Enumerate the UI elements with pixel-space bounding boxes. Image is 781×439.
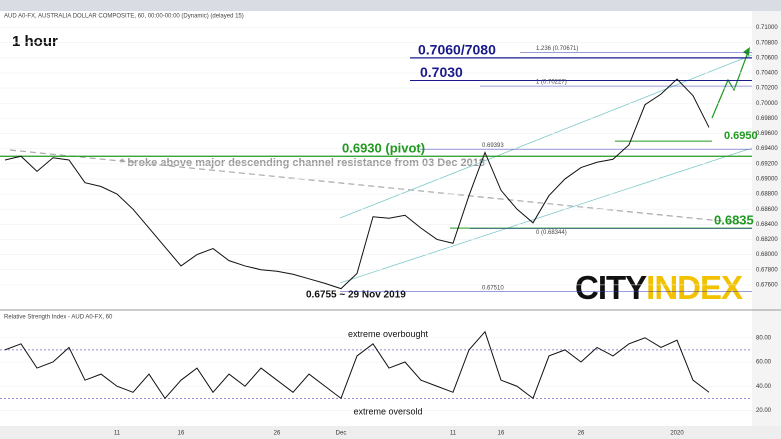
level-label: 0.6835 xyxy=(714,213,754,228)
y-tick-label: 0.69200 xyxy=(756,161,778,167)
toolbar xyxy=(0,0,781,11)
y-tick-label: 0.70200 xyxy=(756,86,778,92)
series-line xyxy=(4,78,710,290)
fib-label: 1.236 (0.70671) xyxy=(536,46,578,52)
arrow-head xyxy=(743,47,750,56)
fib-label: 0 (0.68344) xyxy=(536,230,567,236)
note-text: * broke above major descending channel r… xyxy=(120,157,485,169)
x-tick-label: 11 xyxy=(114,431,121,437)
level-label: 0.6950 xyxy=(724,130,758,142)
note: * broke above major descending channel r… xyxy=(120,157,485,169)
band-label: extreme oversold xyxy=(353,407,422,417)
x-tick-label: 16 xyxy=(498,431,505,437)
y-tick-label: 0.67800 xyxy=(756,267,778,273)
brand: CITYINDEX xyxy=(575,269,743,306)
y-tick-label: 0.70400 xyxy=(756,71,778,77)
y-tick-label: 0.68000 xyxy=(756,252,778,258)
date-axis xyxy=(0,426,781,439)
y-tick-label: 0.68600 xyxy=(756,207,778,213)
fib-label: 0.69393 xyxy=(482,143,504,149)
projection-arrow xyxy=(711,51,749,119)
panel-title: Relative Strength Index - AUD A0-FX, 60 xyxy=(4,315,113,321)
x-tick-label: 11 xyxy=(450,431,457,437)
y-tick-label: 0.68800 xyxy=(756,192,778,198)
y-tick-label: 0.68200 xyxy=(756,237,778,243)
y-tick-label: 0.69600 xyxy=(756,131,778,137)
y-tick-label: 0.71000 xyxy=(756,25,778,31)
fib-label: 1 (0.70227) xyxy=(536,80,567,86)
brand-second: INDEX xyxy=(646,269,743,306)
fib-label: 0.67510 xyxy=(482,285,504,291)
y-tick-label: 20.00 xyxy=(756,408,772,414)
descending-channel xyxy=(9,149,753,225)
y-tick-label: 0.70000 xyxy=(756,101,778,107)
y-tick-label: 0.67600 xyxy=(756,282,778,288)
y-tick-label: 60.00 xyxy=(756,360,772,366)
level-label: 0.7030 xyxy=(420,64,463,80)
instrument-header: AUD A0-FX, AUSTRALIA DOLLAR COMPOSITE, 6… xyxy=(4,14,244,20)
brand-first: CITY xyxy=(575,269,647,306)
y-tick-label: 0.69000 xyxy=(756,176,778,182)
y-tick-label: 0.69800 xyxy=(756,116,778,122)
band-label: extreme overbought xyxy=(348,329,429,339)
channel-lower xyxy=(339,147,753,284)
x-tick-label: 26 xyxy=(274,431,281,437)
y-tick-label: 0.70800 xyxy=(756,40,778,46)
y-tick-label: 0.69400 xyxy=(756,146,778,152)
y-tick-label: 0.68400 xyxy=(756,222,778,228)
y-tick-label: 0.70600 xyxy=(756,55,778,61)
channel-upper xyxy=(339,54,753,219)
timeframe: 1 hour xyxy=(12,33,58,50)
y-tick-label: 80.00 xyxy=(756,335,772,341)
x-tick-label: Dec xyxy=(336,431,347,437)
series-line xyxy=(4,330,710,400)
x-tick-label: 16 xyxy=(178,431,185,437)
level-label: 0.6930 (pivot) xyxy=(342,141,425,156)
price-axis xyxy=(752,11,781,426)
y-tick-label: 40.00 xyxy=(756,384,772,390)
x-tick-label: 2020 xyxy=(670,431,684,437)
x-tick-label: 26 xyxy=(578,431,585,437)
level-label: 0.7060/7080 xyxy=(418,42,496,58)
low-label: 0.6755 ~ 29 Nov 2019 xyxy=(306,290,406,301)
